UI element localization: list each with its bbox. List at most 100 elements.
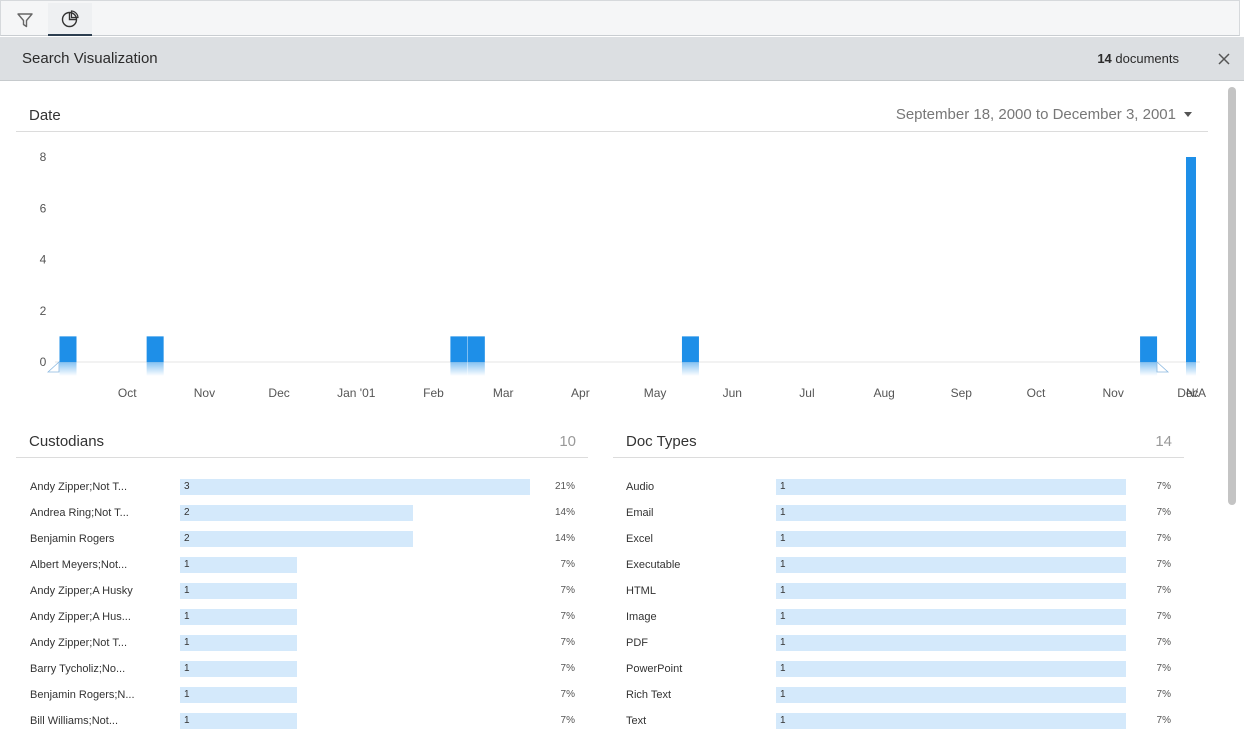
date-bar[interactable] — [450, 336, 468, 362]
doctype-row[interactable]: HTML 1 7% — [626, 583, 1174, 599]
custodian-row-label: Benjamin Rogers;N... — [30, 689, 135, 701]
custodian-row-value: 1 — [184, 637, 190, 648]
custodian-row[interactable]: Albert Meyers;Not... 1 7% — [30, 557, 578, 573]
custodian-row[interactable]: Benjamin Rogers;N... 1 7% — [30, 687, 578, 703]
date-bar[interactable] — [1186, 157, 1196, 362]
visualization-button[interactable] — [48, 3, 92, 36]
custodian-row-value: 1 — [184, 585, 190, 596]
custodian-row[interactable]: Barry Tycholiz;No... 1 7% — [30, 661, 578, 677]
date-bar[interactable] — [681, 336, 699, 362]
x-tick-label: Sep — [951, 386, 973, 400]
custodian-row-label: Barry Tycholiz;No... — [30, 663, 126, 675]
doctype-row[interactable]: PowerPoint 1 7% — [626, 661, 1174, 677]
custodian-row-label: Andy Zipper;A Hus... — [30, 611, 131, 623]
date-bar-reflection — [681, 362, 699, 376]
custodian-row-bar: 1 — [180, 661, 297, 677]
filter-button[interactable] — [3, 3, 47, 36]
doctype-row[interactable]: Email 1 7% — [626, 505, 1174, 521]
custodian-row-value: 2 — [184, 507, 190, 518]
y-tick-label: 2 — [40, 304, 47, 318]
custodian-row-bar: 1 — [180, 583, 297, 599]
date-bar-reflection — [59, 362, 77, 376]
custodian-row[interactable]: Andrea Ring;Not T... 2 14% — [30, 505, 578, 521]
doctype-row-value: 1 — [780, 585, 786, 596]
doctype-row-value: 1 — [780, 559, 786, 570]
custodian-row[interactable]: Bill Williams;Not... 1 7% — [30, 713, 578, 729]
doctype-row-percent: 7% — [1156, 663, 1171, 674]
x-tick-label: May — [644, 386, 667, 400]
y-tick-label: 4 — [40, 253, 47, 267]
custodian-row-label: Bill Williams;Not... — [30, 715, 119, 727]
custodian-row-value: 1 — [184, 663, 190, 674]
custodian-row-percent: 21% — [554, 481, 575, 492]
x-tick-label: Jan '01 — [337, 386, 376, 400]
custodian-row-percent: 14% — [554, 507, 575, 518]
custodian-row-label: Benjamin Rogers — [30, 533, 115, 545]
doctype-row[interactable]: Rich Text 1 7% — [626, 687, 1174, 703]
x-tick-label: Aug — [873, 386, 894, 400]
caret-down-icon — [1184, 112, 1192, 117]
custodian-row-percent: 7% — [560, 637, 575, 648]
custodian-row-percent: 7% — [560, 715, 575, 726]
custodian-row-label: Albert Meyers;Not... — [30, 559, 128, 571]
pie-chart-icon — [61, 9, 79, 27]
custodian-row-bar: 1 — [180, 713, 297, 729]
doctype-row-value: 1 — [780, 689, 786, 700]
scrollbar-thumb[interactable] — [1228, 87, 1236, 505]
doctype-row-label: Excel — [626, 533, 653, 545]
date-bar[interactable] — [59, 336, 77, 362]
date-range-text: September 18, 2000 to December 3, 2001 — [895, 106, 1176, 123]
x-tick-label: Mar — [493, 386, 514, 400]
x-tick-label: Feb — [423, 386, 444, 400]
doctype-row-percent: 7% — [1156, 481, 1171, 492]
custodian-row[interactable]: Benjamin Rogers 2 14% — [30, 531, 578, 547]
doctype-row[interactable]: Excel 1 7% — [626, 531, 1174, 547]
doctype-row[interactable]: PDF 1 7% — [626, 635, 1174, 651]
doctype-row-value: 1 — [780, 637, 786, 648]
date-bar[interactable] — [1140, 336, 1158, 362]
doctype-row-bar: 1 — [776, 479, 1126, 495]
custodian-row-value: 1 — [184, 611, 190, 622]
date-bar[interactable] — [146, 336, 164, 362]
custodian-row[interactable]: Andy Zipper;A Husky 1 7% — [30, 583, 578, 599]
close-icon — [1218, 53, 1230, 65]
doctype-row-percent: 7% — [1156, 533, 1171, 544]
doctype-row[interactable]: Text 1 7% — [626, 713, 1174, 729]
doctype-row[interactable]: Image 1 7% — [626, 609, 1174, 625]
custodian-row-percent: 7% — [560, 585, 575, 596]
range-handle-left[interactable] — [46, 361, 60, 373]
range-handle-right[interactable] — [1156, 361, 1170, 373]
doctype-row-percent: 7% — [1156, 559, 1171, 570]
doctype-row-label: Executable — [626, 559, 681, 571]
custodian-row-percent: 7% — [560, 663, 575, 674]
doctype-row-label: Audio — [626, 481, 655, 493]
custodians-section-header: Custodians 10 — [16, 426, 588, 458]
date-bar-reflection — [1140, 362, 1158, 376]
custodian-row[interactable]: Andy Zipper;Not T... 1 7% — [30, 635, 578, 651]
y-tick-label: 0 — [40, 355, 47, 369]
x-tick-label: Jul — [799, 386, 814, 400]
custodian-row[interactable]: Andy Zipper;Not T... 3 21% — [30, 479, 578, 495]
x-tick-label: N/A — [1186, 386, 1206, 400]
doctype-row-bar: 1 — [776, 609, 1126, 625]
custodian-row-label: Andy Zipper;Not T... — [30, 637, 128, 649]
doctype-row-label: PowerPoint — [626, 663, 683, 675]
doctype-row[interactable]: Executable 1 7% — [626, 557, 1174, 573]
date-histogram-chart: 0 2 4 6 8 Oct Nov Dec Jan '01 Feb Mar Apr May Jun Jul… — [40, 150, 1206, 400]
custodian-row-percent: 14% — [554, 533, 575, 544]
custodian-row-bar: 1 — [180, 557, 297, 573]
custodian-row[interactable]: Andy Zipper;A Hus... 1 7% — [30, 609, 578, 625]
doctype-row[interactable]: Audio 1 7% — [626, 479, 1174, 495]
date-bar[interactable] — [467, 336, 485, 362]
doctype-row-percent: 7% — [1156, 611, 1171, 622]
date-range-dropdown[interactable]: September 18, 2000 to December 3, 2001 — [896, 106, 1192, 123]
visualization-header: Search Visualization 14 documents — [0, 37, 1244, 81]
custodian-row-bar: 2 — [180, 505, 413, 521]
document-count-suffix: documents — [1111, 51, 1179, 66]
custodian-row-percent: 7% — [560, 559, 575, 570]
doctype-row-bar: 1 — [776, 557, 1126, 573]
doctype-row-bar: 1 — [776, 635, 1126, 651]
custodian-row-value: 3 — [184, 481, 190, 492]
doctype-row-percent: 7% — [1156, 585, 1171, 596]
close-button[interactable] — [1214, 49, 1234, 69]
